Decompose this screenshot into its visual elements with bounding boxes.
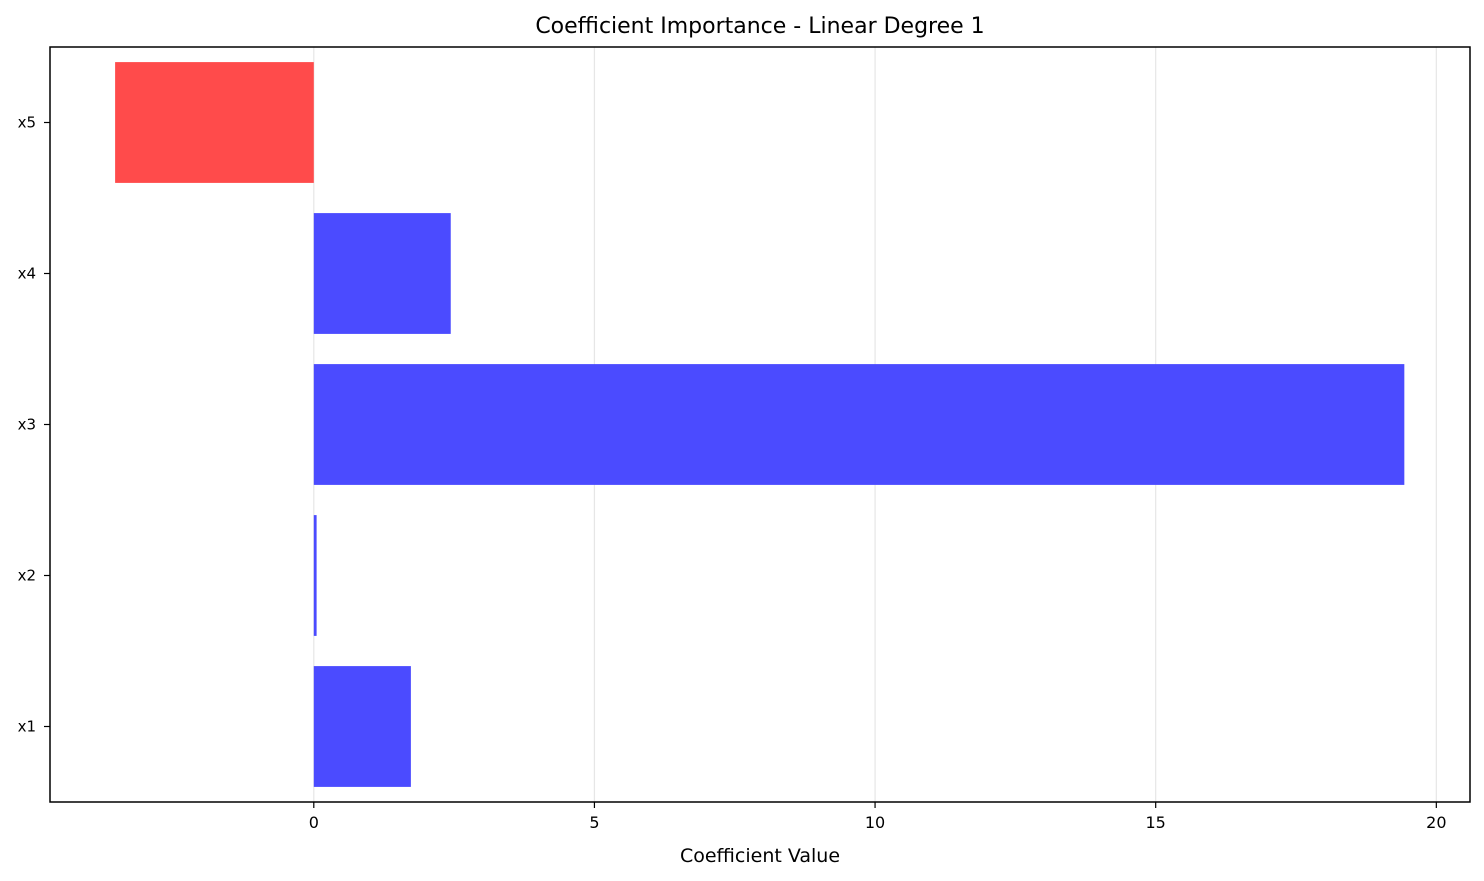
x-tick-label-10: 10 [865, 813, 885, 832]
bars [115, 62, 1405, 787]
bar-x3 [313, 364, 1405, 485]
bar-x4 [313, 213, 451, 334]
bar-x1 [313, 666, 411, 787]
y-tick-label-x3: x3 [18, 416, 36, 434]
bar-x5 [115, 62, 314, 183]
x-tick-label-15: 15 [1146, 813, 1166, 832]
y-tick-label-x2: x2 [18, 567, 36, 585]
y-tick-label-x4: x4 [18, 265, 36, 283]
y-tick-label-x5: x5 [18, 114, 36, 132]
y-tick-label-x1: x1 [18, 718, 36, 736]
bar-x2 [313, 515, 317, 636]
x-axis-label: Coefficient Value [680, 845, 840, 867]
x-axis-ticks: 0 5 10 15 20 [309, 802, 1447, 832]
y-axis-ticks: x1 x2 x3 x4 x5 [18, 114, 50, 736]
x-tick-label-20: 20 [1426, 813, 1446, 832]
x-tick-label-0: 0 [309, 813, 319, 832]
x-tick-label-5: 5 [589, 813, 599, 832]
chart-title: Coefficient Importance - Linear Degree 1 [535, 14, 984, 39]
